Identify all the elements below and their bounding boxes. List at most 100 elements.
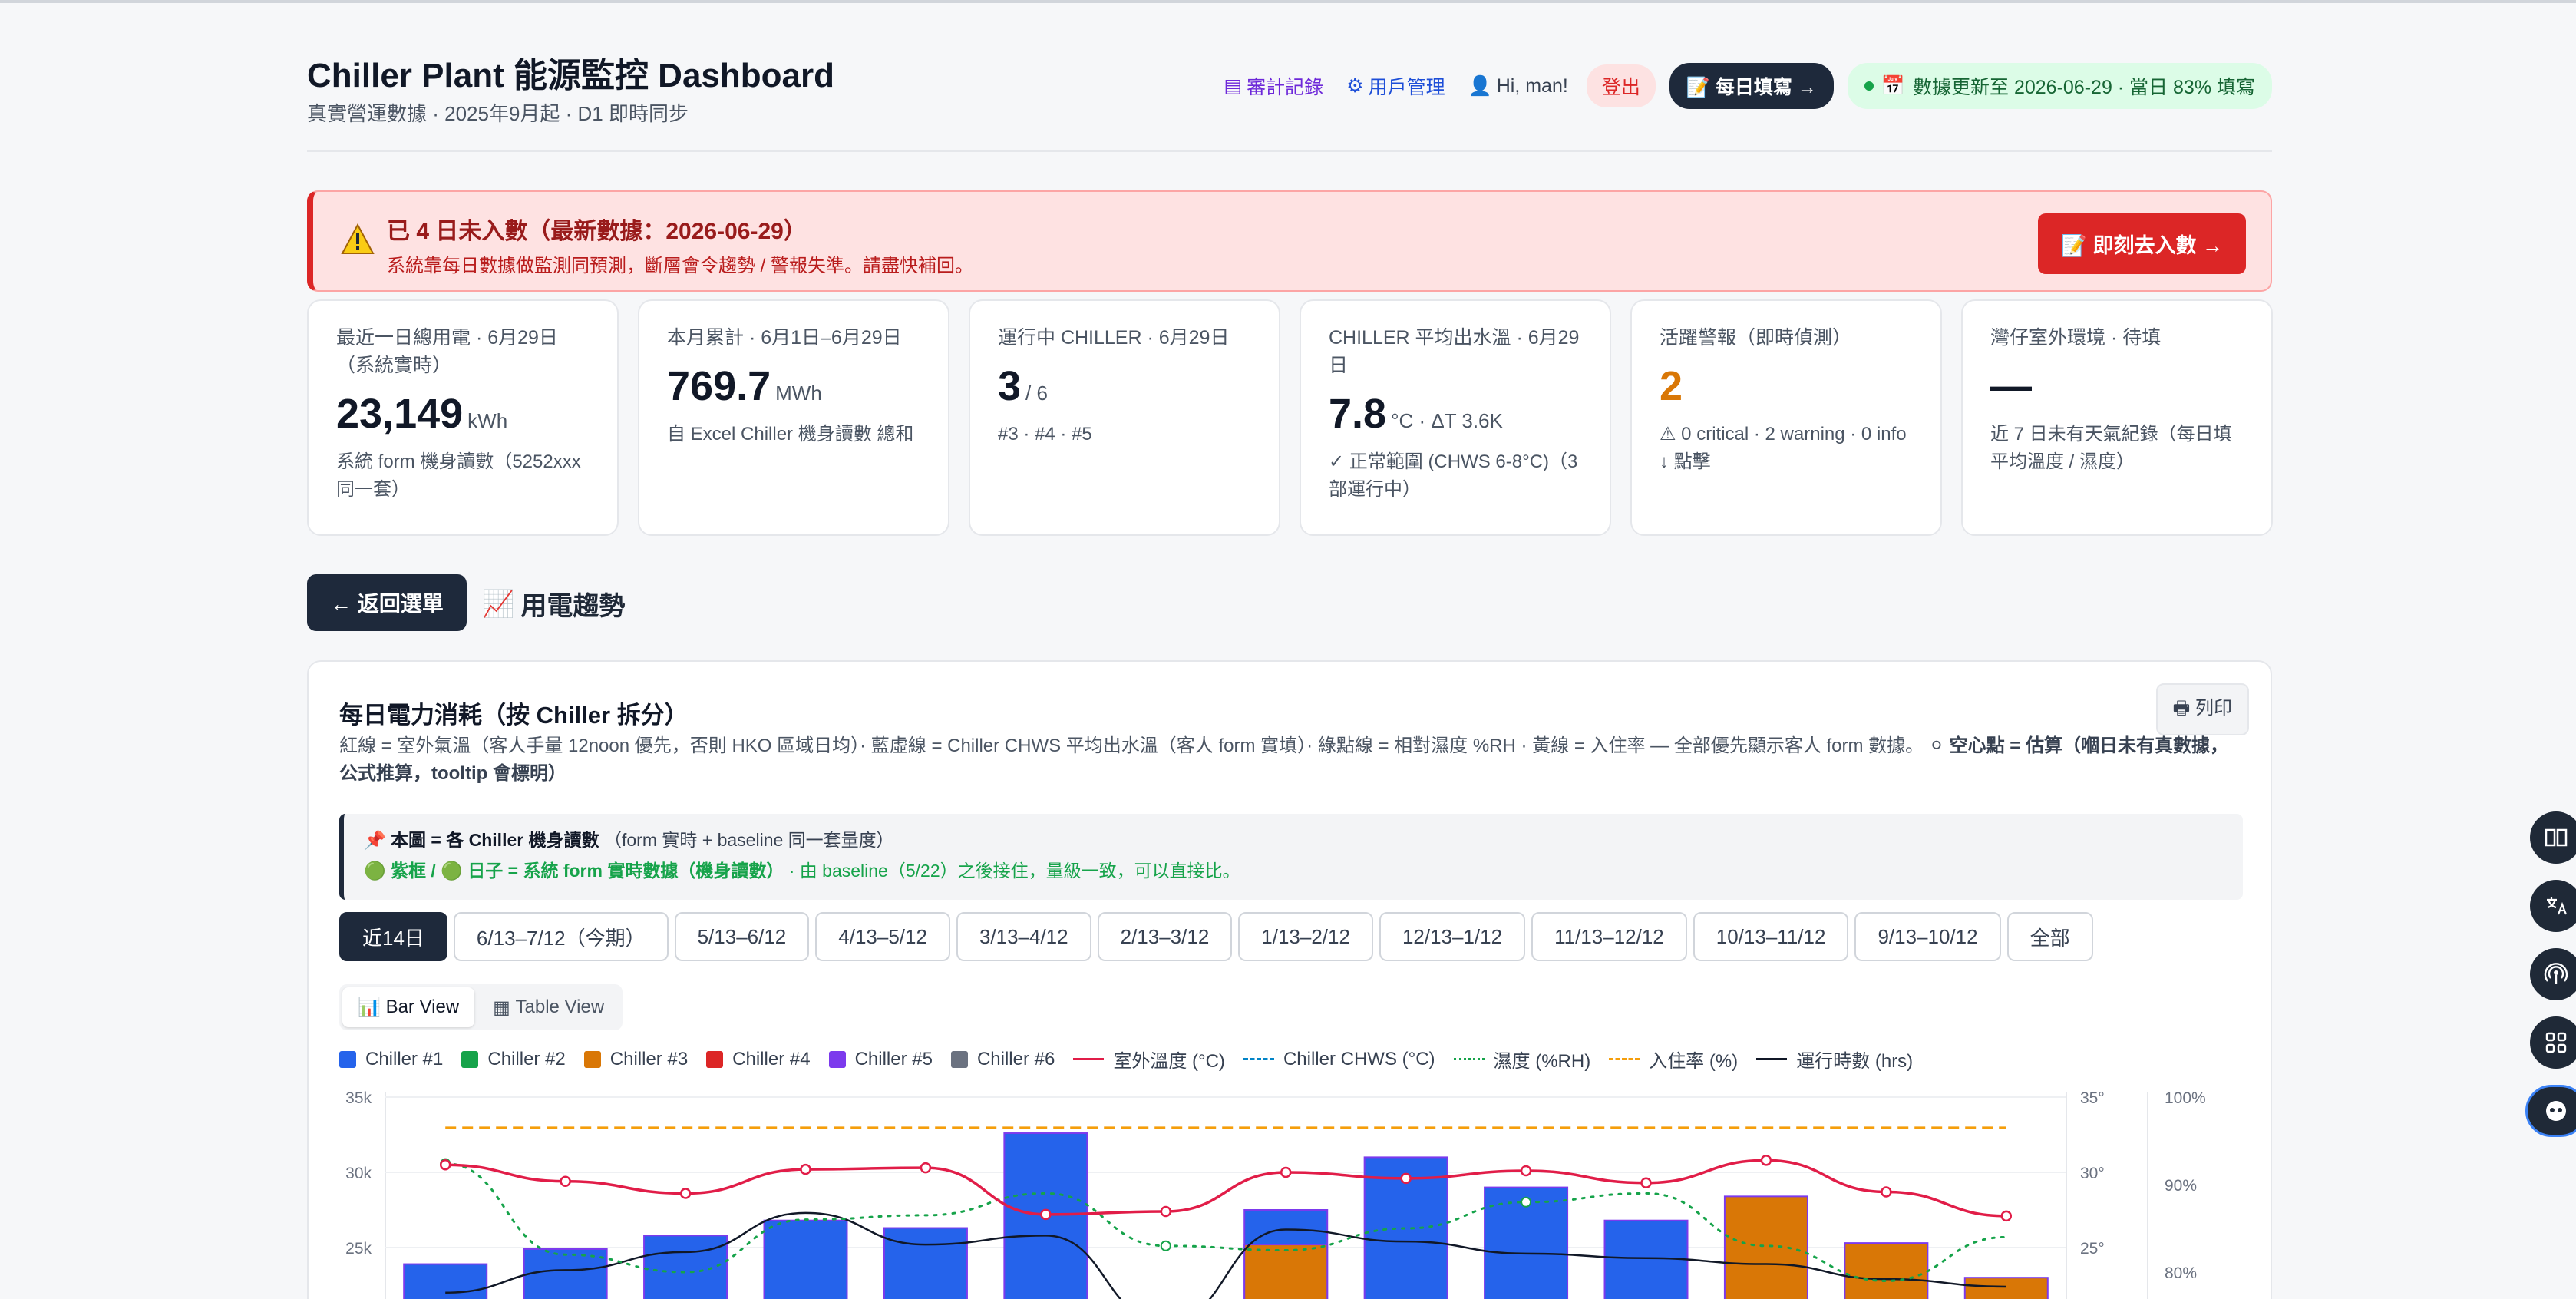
- legend-item[interactable]: Chiller #5: [828, 1049, 933, 1070]
- legend-item[interactable]: Chiller CHWS (°C): [1243, 1049, 1435, 1070]
- table-view-tab[interactable]: ▦ Table View: [477, 987, 619, 1027]
- section-title: 📈 用電趨勢: [482, 585, 625, 623]
- kpi-number: 3: [998, 363, 1022, 409]
- y-temp-tick-label: 35°: [2080, 1089, 2105, 1107]
- audit-log-link[interactable]: ▤ 審計記錄: [1220, 64, 1329, 107]
- range-tab[interactable]: 12/13–1/12: [1379, 912, 1526, 961]
- range-tab[interactable]: 11/13–12/12: [1531, 912, 1687, 961]
- kpi-card-running-chillers: 運行中 CHILLER · 6月29日 3/ 6 #3 · #4 · #5: [969, 299, 1280, 536]
- legend-item[interactable]: 室外溫度 (°C): [1073, 1046, 1225, 1073]
- y-left-tick-label: 35k: [345, 1089, 372, 1107]
- outdoor-temp-point: [1040, 1208, 1052, 1221]
- kpi-value: 3/ 6: [998, 362, 1251, 410]
- outdoor-temp-point: [920, 1162, 932, 1174]
- run-hours-line: [445, 1211, 2006, 1299]
- range-tab[interactable]: 4/13–5/12: [815, 912, 950, 961]
- legend-item[interactable]: Chiller #6: [950, 1048, 1055, 1070]
- legend-label: Chiller #6: [976, 1048, 1055, 1069]
- data-update-status: 📅 數據更新至 2026-06-29 · 當日 83% 填寫: [1847, 63, 2272, 109]
- alert-message: 系統靠每日數據做監測同預測，斷層會令趨勢 / 警報失準。請盡快補回。: [387, 256, 974, 276]
- legend-label: 入住率 (%): [1649, 1051, 1739, 1072]
- floating-book-button[interactable]: [2530, 811, 2576, 864]
- legend-item[interactable]: Chiller #1: [339, 1049, 443, 1070]
- kpi-card-chws-temp: CHILLER 平均出水溫 · 6月29日 7.8 °C · ΔT 3.6K ✓ …: [1300, 299, 1611, 536]
- kpi-number: 23,149: [336, 391, 464, 437]
- bar-chiller--1: [883, 1227, 968, 1299]
- apps-grid-icon: [2545, 1032, 2567, 1053]
- print-button[interactable]: 🖶 列印: [2155, 683, 2249, 735]
- kpi-unit: MWh: [775, 382, 822, 405]
- legend-label: Chiller #4: [732, 1048, 811, 1069]
- range-tab[interactable]: 5/13–6/12: [674, 912, 810, 961]
- greeting-text: Hi, man!: [1496, 74, 1568, 97]
- translate-icon: [2547, 897, 2568, 915]
- kpi-row: 最近一日總用電 · 6月29日（系統實時） 23,149 kWh 系統 form …: [307, 299, 2273, 536]
- clipboard-icon: ▤: [1224, 75, 1243, 97]
- chart-legend: Chiller #1 Chiller #2 Chiller #3 Chiller #4…: [339, 1046, 1913, 1073]
- logout-button[interactable]: 登出: [1586, 64, 1656, 107]
- floating-apps-button[interactable]: [2530, 1016, 2576, 1069]
- range-tab[interactable]: 10/13–11/12: [1693, 912, 1849, 961]
- header-actions: ▤ 審計記錄 ⚙ 用戶管理 👤 Hi, man! 登出 📝 每日填寫 → 📅 數…: [1220, 63, 2272, 109]
- kpi-value: 23,149 kWh: [336, 390, 590, 438]
- kpi-card-outdoor-env: 灣仔室外環境 · 待填 — 近 7 日未有天氣紀錄（每日填平均溫度 / 濕度）: [1961, 299, 2273, 536]
- bar-chiller--3: [1723, 1195, 1808, 1299]
- user-icon: 👤: [1468, 74, 1492, 97]
- kpi-card-active-alerts[interactable]: 活躍警報（即時偵測） 2 ⚠ 0 critical · 2 warning · …: [1630, 299, 1942, 536]
- alert-title: 已 4 日未入數（最新數據：2026-06-29）: [387, 219, 807, 244]
- enter-data-now-label: 即刻去入數 →: [2092, 234, 2223, 257]
- floating-translate-button[interactable]: [2530, 880, 2576, 932]
- legend-item[interactable]: Chiller #3: [583, 1049, 688, 1070]
- legend-line-swatch: [1243, 1058, 1274, 1060]
- kpi-value: 7.8 °C · ΔT 3.6K: [1329, 390, 1582, 438]
- kpi-card-monthly-total: 本月累計 · 6月1日–6月29日 769.7 MWh 自 Excel Chill…: [638, 299, 949, 536]
- back-to-menu-button[interactable]: ← 返回選單: [307, 574, 467, 631]
- table-icon: ▦: [493, 997, 510, 1018]
- printer-icon: 🖶: [2172, 698, 2191, 719]
- bar-chart-icon: 📊: [358, 997, 381, 1018]
- view-toggle: 📊 Bar View ▦ Table View: [339, 984, 623, 1030]
- chart-description-text: 紅線 = 室外氣溫（客人手量 12noon 優先，否則 HKO 區域日均）· 藍…: [339, 735, 1924, 756]
- legend-item[interactable]: 入住率 (%): [1609, 1046, 1738, 1073]
- bar-view-tab[interactable]: 📊 Bar View: [342, 987, 475, 1027]
- range-tab[interactable]: 1/13–2/12: [1238, 912, 1373, 961]
- floating-broadcast-button[interactable]: [2530, 948, 2576, 1000]
- date-range-tabs: 近14日 6/13–7/12（今期） 5/13–6/12 4/13–5/12 3…: [339, 912, 2093, 961]
- user-management-link[interactable]: ⚙ 用戶管理: [1342, 64, 1449, 107]
- legend-item[interactable]: 運行時數 (hrs): [1756, 1046, 1913, 1073]
- y-temp-tick-label: 25°: [2080, 1240, 2105, 1258]
- outdoor-temp-point: [1640, 1177, 1652, 1188]
- enter-data-now-button[interactable]: 📝 即刻去入數 →: [2038, 213, 2246, 274]
- legend-item[interactable]: 濕度 (%RH): [1453, 1046, 1590, 1073]
- page-title: Chiller Plant 能源監控 Dashboard: [307, 57, 834, 94]
- legend-item[interactable]: Chiller #2: [461, 1049, 566, 1070]
- audit-log-label: 審計記錄: [1247, 77, 1324, 98]
- kpi-card-daily-power: 最近一日總用電 · 6月29日（系統實時） 23,149 kWh 系統 form …: [307, 299, 619, 536]
- legend-item[interactable]: Chiller #4: [706, 1048, 811, 1070]
- assistant-face-icon: [2546, 1101, 2566, 1121]
- daily-entry-button[interactable]: 📝 每日填寫 →: [1669, 63, 1834, 109]
- pin-icon: 📌: [364, 830, 386, 850]
- range-tab-last-14-days[interactable]: 近14日: [339, 912, 447, 961]
- range-tab-current-period[interactable]: 6/13–7/12（今期）: [453, 912, 669, 961]
- legend-swatch: [706, 1050, 724, 1068]
- outdoor-temp-point: [1400, 1172, 1412, 1185]
- green-circle-icon: 🟢: [364, 861, 386, 881]
- legend-line-swatch: [1756, 1058, 1788, 1060]
- floating-assistant-button[interactable]: [2525, 1085, 2576, 1137]
- legend-label: 室外溫度 (°C): [1113, 1051, 1225, 1072]
- kpi-label: 本月累計 · 6月1日–6月29日: [667, 327, 902, 349]
- range-tab-all[interactable]: 全部: [2006, 912, 2093, 961]
- outdoor-temp-line: [445, 1159, 2006, 1218]
- y-pct-tick-label: 100%: [2165, 1089, 2206, 1107]
- memo-icon: 📝: [2061, 234, 2087, 257]
- range-tab[interactable]: 9/13–10/12: [1854, 912, 2001, 961]
- range-tab[interactable]: 3/13–4/12: [956, 912, 1091, 961]
- range-tab[interactable]: 2/13–3/12: [1097, 912, 1233, 961]
- kpi-number: —: [1990, 363, 2032, 409]
- bar-view-label: Bar View: [385, 997, 460, 1017]
- chart-trend-icon: 📈: [482, 589, 515, 619]
- outdoor-temp-point: [679, 1188, 692, 1199]
- legend-label: Chiller #1: [365, 1048, 444, 1069]
- y-left-tick-label: 30k: [345, 1165, 372, 1182]
